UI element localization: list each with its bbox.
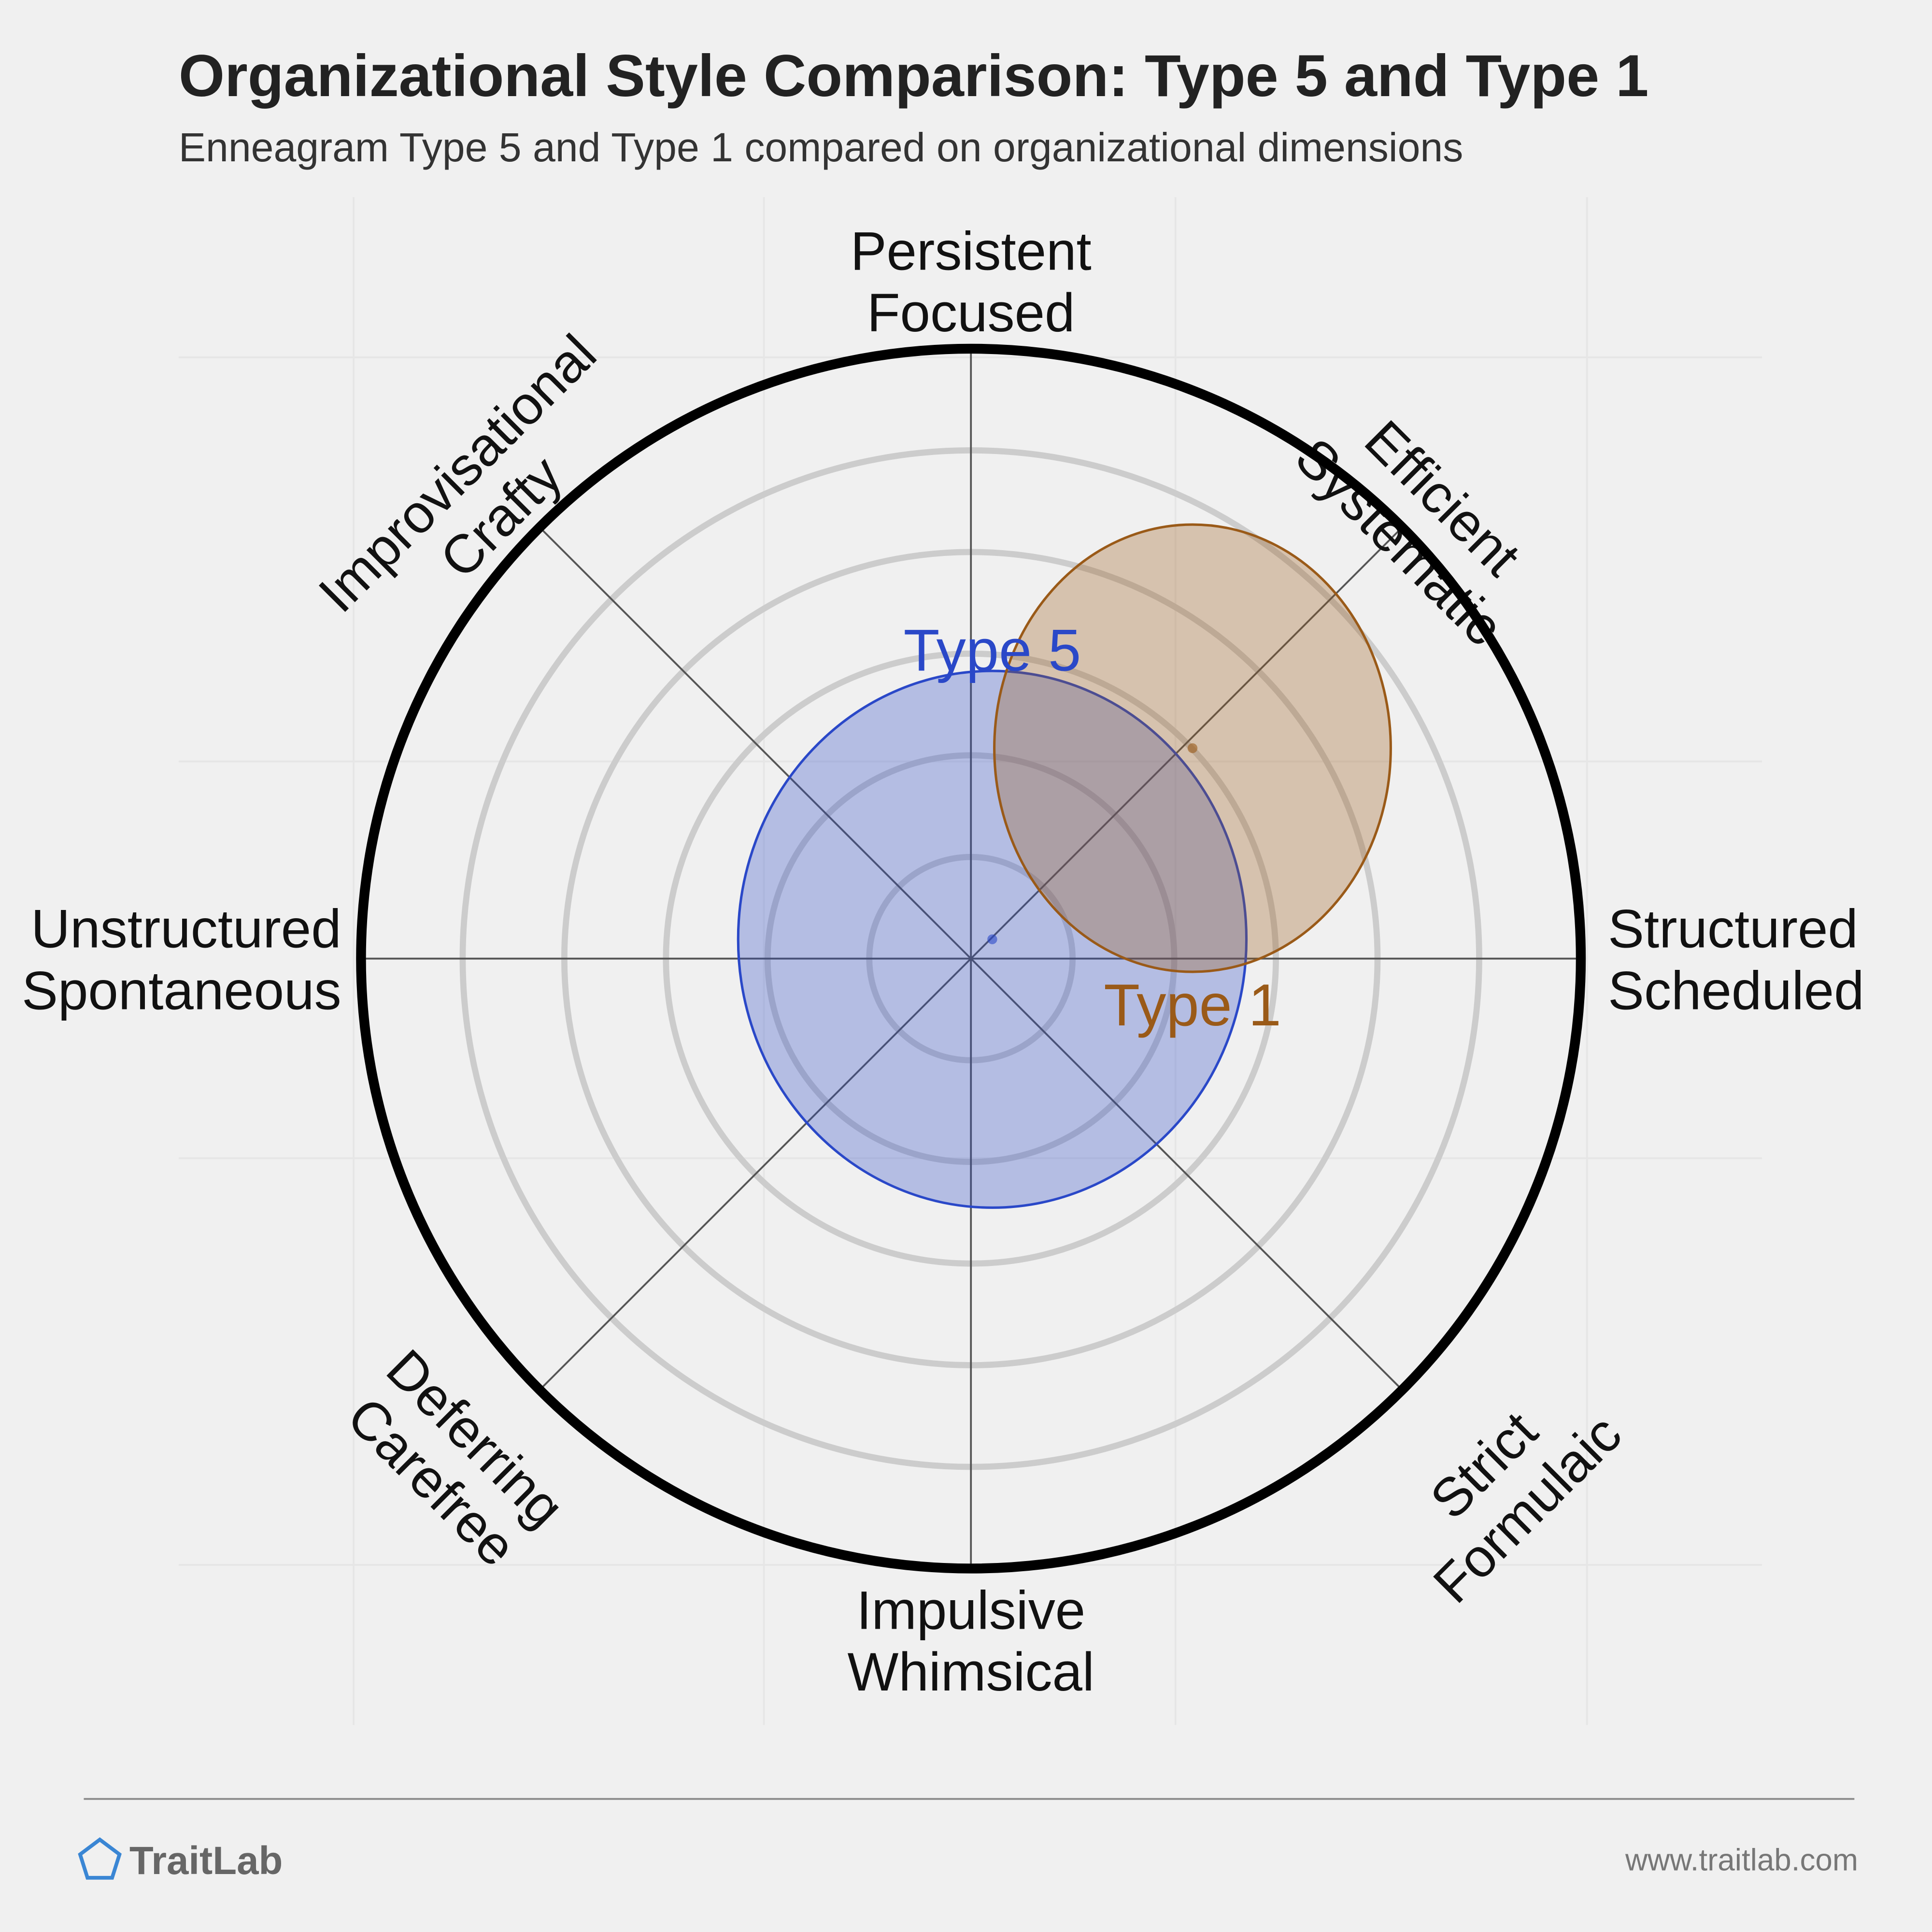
chart-subtitle: Enneagram Type 5 and Type 1 compared on … xyxy=(179,125,1463,170)
dimension-label-line: Whimsical xyxy=(848,1641,1094,1702)
axis-spoke xyxy=(539,526,972,960)
dimension-label: Unstructured Spontaneous xyxy=(22,898,341,1021)
bubble-center xyxy=(1187,743,1198,753)
series-label: Type 1 xyxy=(1104,972,1281,1038)
dimension-label-line: Impulsive xyxy=(856,1579,1085,1640)
dimension-label-line: Persistent xyxy=(851,221,1092,282)
footer-url: www.traitlab.com xyxy=(1625,1842,1858,1877)
axis-spoke xyxy=(970,958,1403,1391)
outer-ring xyxy=(356,343,1586,1574)
dimension-label: Structured Scheduled xyxy=(1608,898,1864,1021)
bubble-center xyxy=(987,934,997,944)
brand-name: TraitLab xyxy=(129,1839,283,1883)
brand-icon xyxy=(78,1837,122,1880)
axis-spoke xyxy=(970,526,1403,960)
dimension-label-line: Spontaneous xyxy=(22,960,341,1021)
chart-title: Organizational Style Comparison: Type 5 … xyxy=(179,43,1648,109)
dimension-label-line: Focused xyxy=(867,282,1075,343)
axis-spoke xyxy=(539,958,972,1391)
dimension-label: Impulsive Whimsical xyxy=(848,1579,1094,1702)
dimension-label-line: Structured xyxy=(1608,898,1858,959)
series-label: Type 5 xyxy=(904,617,1081,683)
dimension-label-line: Scheduled xyxy=(1608,960,1864,1021)
dimension-label: Persistent Focused xyxy=(851,221,1092,343)
dimension-label-line: Unstructured xyxy=(31,898,341,959)
